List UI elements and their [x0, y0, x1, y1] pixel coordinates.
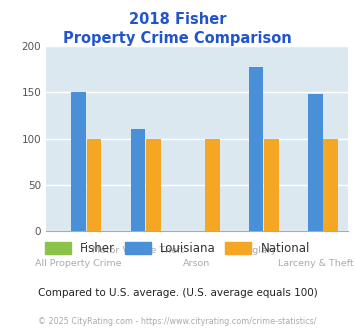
Bar — [146, 139, 160, 231]
Text: Arson: Arson — [184, 259, 211, 268]
Bar — [323, 139, 338, 231]
Text: Compared to U.S. average. (U.S. average equals 100): Compared to U.S. average. (U.S. average … — [38, 288, 317, 298]
Bar — [87, 139, 102, 231]
Text: Larceny & Theft: Larceny & Theft — [278, 259, 353, 268]
Bar — [264, 139, 279, 231]
Bar — [205, 139, 220, 231]
Text: All Property Crime: All Property Crime — [36, 259, 122, 268]
Text: Motor Vehicle Theft: Motor Vehicle Theft — [92, 246, 184, 255]
Text: Property Crime Comparison: Property Crime Comparison — [63, 31, 292, 46]
Legend: Fisher, Louisiana, National: Fisher, Louisiana, National — [40, 237, 315, 260]
Text: © 2025 CityRating.com - https://www.cityrating.com/crime-statistics/: © 2025 CityRating.com - https://www.city… — [38, 317, 317, 326]
Bar — [249, 67, 263, 231]
Text: Burglary: Burglary — [236, 246, 277, 255]
Bar — [308, 94, 323, 231]
Bar — [71, 92, 86, 231]
Bar — [131, 129, 145, 231]
Text: 2018 Fisher: 2018 Fisher — [129, 12, 226, 26]
